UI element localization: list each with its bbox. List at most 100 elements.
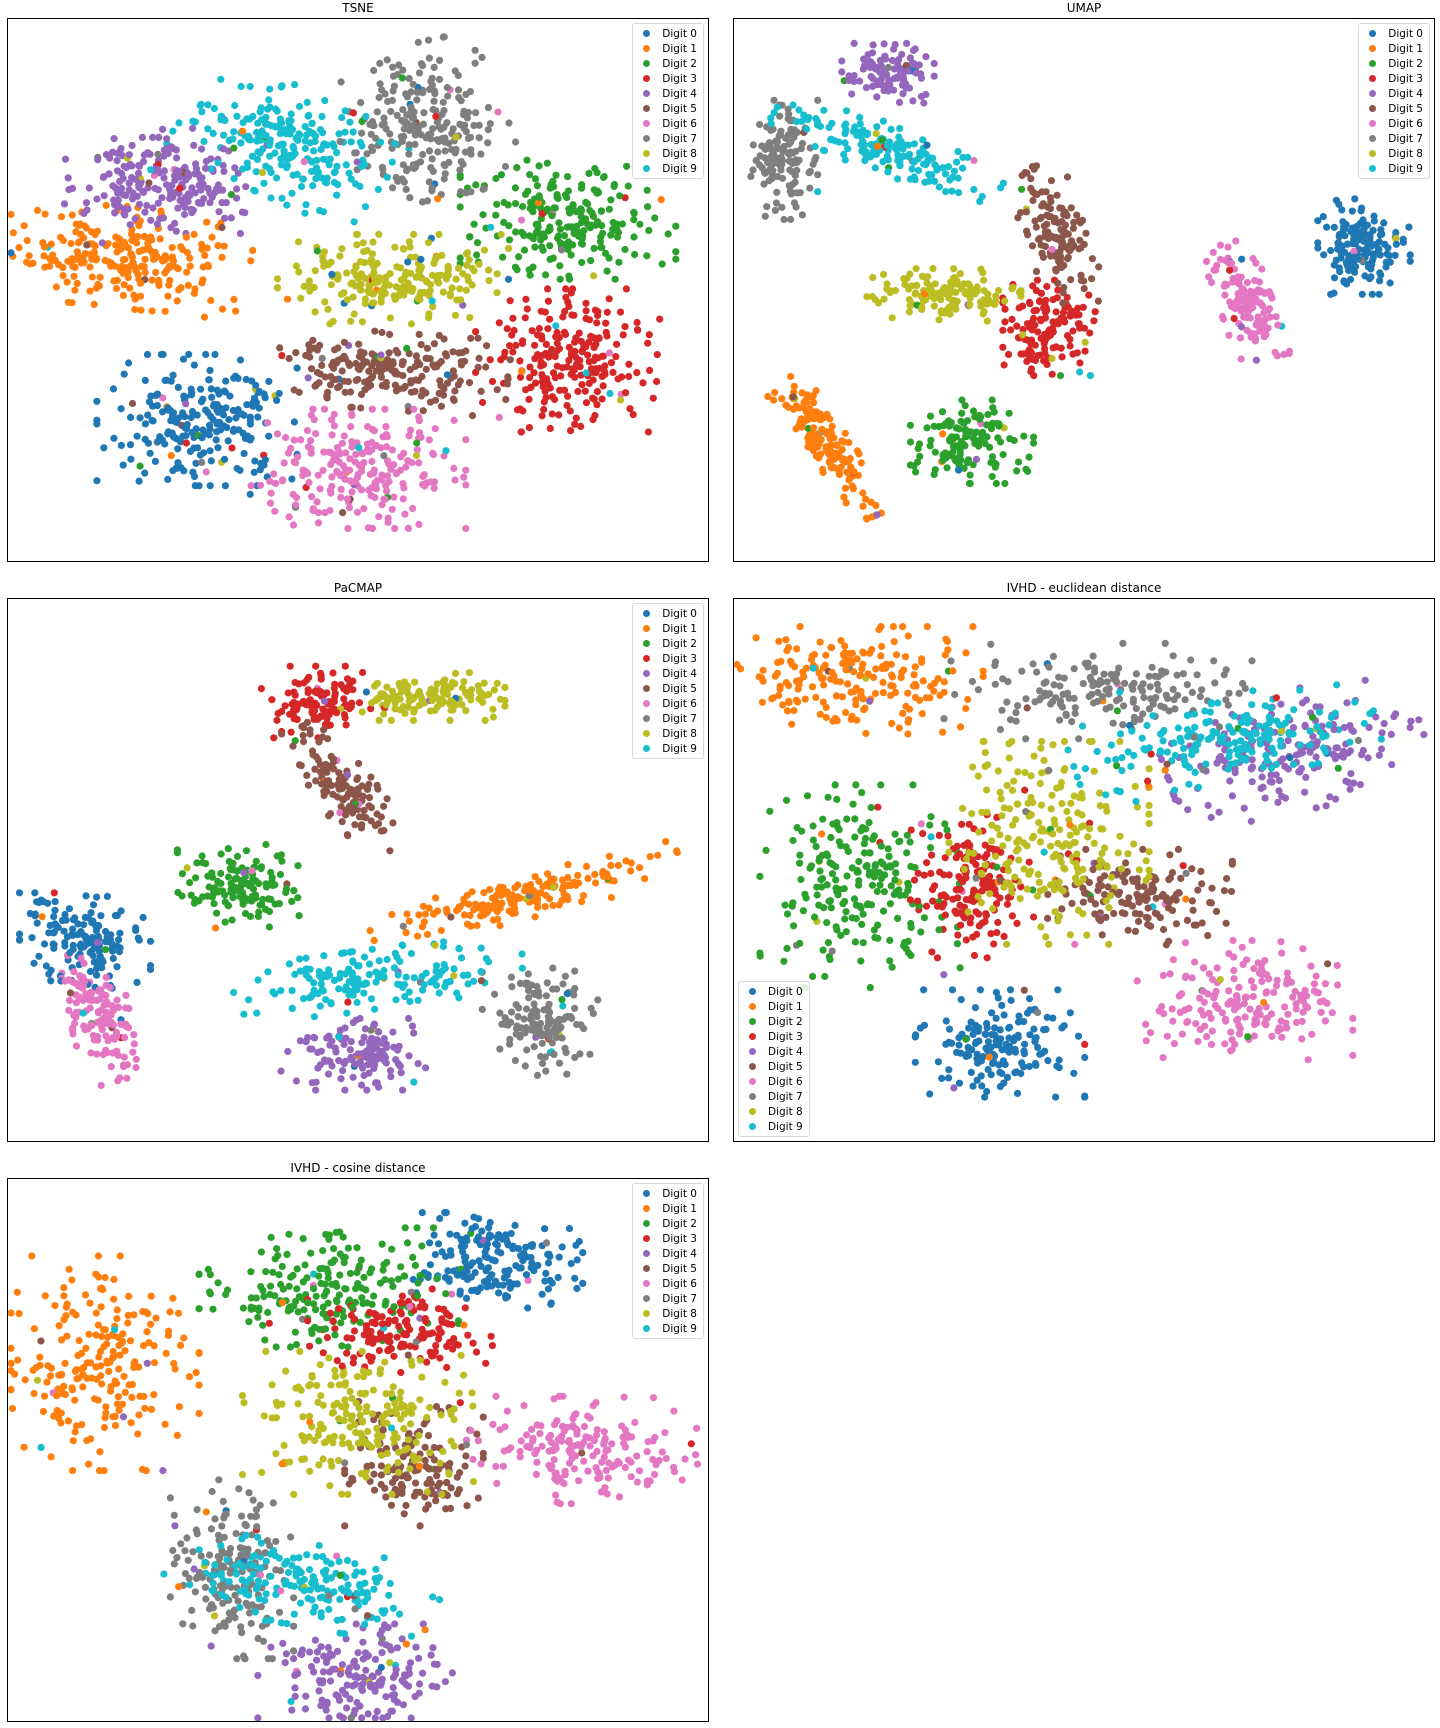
- data-point: [970, 156, 978, 165]
- data-point: [639, 379, 647, 387]
- data-point: [908, 165, 916, 173]
- data-point: [276, 130, 284, 138]
- data-point: [353, 998, 361, 1007]
- data-point: [590, 334, 598, 342]
- data-point: [653, 351, 661, 359]
- data-point: [363, 785, 372, 793]
- data-point: [439, 678, 447, 686]
- data-point: [202, 157, 210, 165]
- data-point: [277, 161, 286, 169]
- data-point: [967, 428, 975, 436]
- data-point: [503, 325, 511, 333]
- data-point: [382, 382, 390, 391]
- data-point: [625, 372, 633, 381]
- data-point: [942, 451, 950, 459]
- data-point: [370, 269, 378, 277]
- data-point: [470, 121, 478, 130]
- data-point: [217, 75, 225, 83]
- data-point: [543, 979, 551, 987]
- data-point: [1059, 299, 1067, 307]
- data-point: [363, 150, 371, 158]
- data-point: [466, 233, 474, 241]
- data-point: [494, 915, 502, 923]
- data-point: [339, 509, 347, 517]
- data-point: [451, 476, 459, 484]
- data-point: [846, 474, 854, 482]
- data-point: [607, 893, 616, 902]
- data-point: [470, 220, 478, 228]
- data-point: [815, 453, 823, 461]
- data-point: [367, 130, 375, 138]
- data-point: [104, 240, 112, 248]
- data-point: [981, 440, 989, 448]
- data-point: [349, 128, 357, 136]
- data-point: [603, 267, 611, 275]
- data-point: [59, 264, 67, 272]
- data-point: [477, 150, 485, 158]
- data-point: [337, 485, 345, 493]
- data-point: [400, 125, 408, 133]
- data-point: [207, 385, 215, 393]
- data-point: [552, 1033, 561, 1041]
- data-point: [1252, 356, 1260, 364]
- data-point: [66, 949, 74, 957]
- data-point: [352, 272, 360, 280]
- data-point: [965, 281, 974, 289]
- data-point: [1020, 432, 1028, 440]
- data-point: [1336, 268, 1344, 276]
- data-point: [310, 147, 318, 155]
- data-point: [906, 302, 914, 310]
- data-point: [1202, 257, 1211, 265]
- data-point: [1219, 313, 1227, 321]
- data-point: [182, 193, 190, 201]
- data-point: [47, 966, 55, 974]
- data-point: [582, 215, 590, 223]
- data-point: [389, 1028, 397, 1036]
- data-point: [566, 1013, 575, 1021]
- data-point: [480, 679, 488, 687]
- data-point: [373, 476, 381, 484]
- data-point: [621, 194, 629, 202]
- data-point: [1033, 276, 1041, 284]
- data-point: [186, 879, 194, 887]
- data-point: [410, 1029, 418, 1037]
- data-point: [8, 249, 15, 257]
- data-point: [301, 137, 309, 145]
- data-point: [534, 351, 542, 359]
- data-point: [127, 455, 135, 463]
- data-point: [942, 188, 950, 196]
- panel-tsne: TSNE Digit 0 Digit 1 Digit 2 Digit 3 Digit 4…: [7, 0, 709, 562]
- data-point: [327, 460, 335, 469]
- data-point: [489, 713, 497, 721]
- data-point: [141, 435, 149, 443]
- data-point: [822, 445, 830, 454]
- data-point: [1081, 338, 1089, 346]
- data-point: [1080, 324, 1088, 332]
- data-point: [564, 298, 572, 306]
- data-point: [70, 272, 78, 280]
- data-point: [771, 206, 779, 214]
- data-point: [163, 135, 171, 143]
- legend-label: Digit 7: [662, 132, 697, 145]
- data-point: [567, 427, 575, 435]
- data-point: [475, 354, 483, 362]
- data-point: [1320, 251, 1328, 259]
- data-point: [252, 381, 260, 389]
- data-point: [564, 238, 573, 246]
- data-point: [969, 461, 977, 469]
- data-point: [538, 210, 546, 218]
- data-point: [598, 395, 606, 403]
- data-point: [564, 874, 572, 882]
- data-point: [939, 430, 947, 438]
- data-point: [106, 984, 114, 992]
- data-point: [246, 490, 254, 498]
- data-point: [61, 910, 69, 919]
- data-point: [1030, 307, 1038, 315]
- data-point: [276, 344, 284, 352]
- data-point: [386, 847, 394, 855]
- data-point: [246, 82, 254, 91]
- data-point: [946, 310, 954, 318]
- data-point: [351, 1060, 359, 1068]
- data-point: [1078, 216, 1087, 224]
- data-point: [1335, 200, 1343, 208]
